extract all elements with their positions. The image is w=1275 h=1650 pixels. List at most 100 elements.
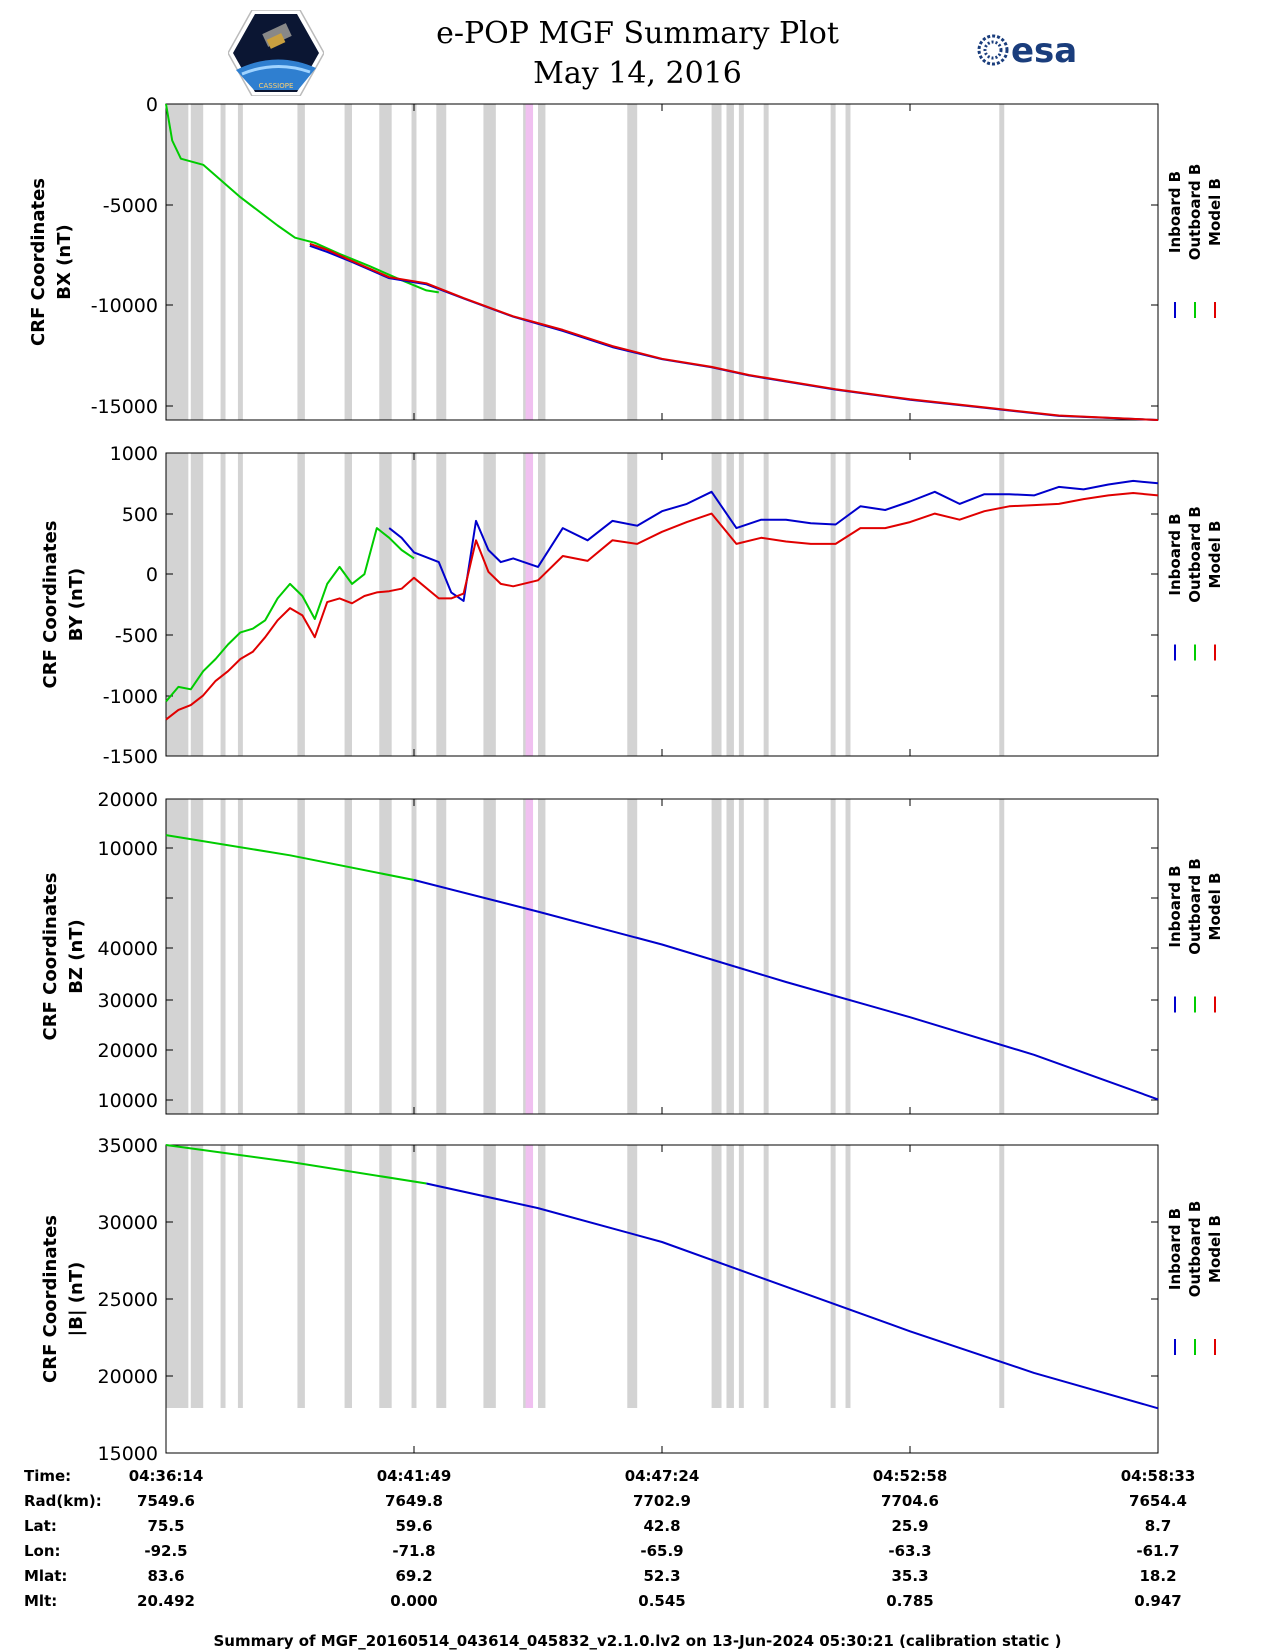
ephemeris-cell: 04:58:33 — [1120, 1467, 1196, 1485]
ephemeris-cell: 20.492 — [137, 1592, 195, 1610]
data-gap-band — [738, 453, 744, 756]
series-line-inboard-b — [426, 1182, 1159, 1410]
data-gap-band — [627, 1145, 638, 1408]
esa-logo-text: esa — [1011, 31, 1077, 70]
data-gap-band — [411, 1145, 417, 1408]
data-gap-band — [297, 799, 305, 1114]
ephemeris-cell: -71.8 — [392, 1542, 436, 1560]
y-tick-label: 15000 — [98, 1443, 158, 1465]
data-gap-band — [538, 453, 546, 756]
svg-text:CASSIOPE: CASSIOPE — [259, 82, 294, 90]
ephemeris-row-label: Mlat: — [24, 1567, 68, 1585]
y-tick-label: 20000 — [98, 1366, 158, 1388]
data-gap-band — [763, 453, 769, 756]
data-gap-band — [763, 104, 769, 420]
data-gap-band — [738, 104, 744, 420]
legend-model-label: Model B — [1206, 1215, 1224, 1283]
ephemeris-row-label: Mlt: — [24, 1592, 58, 1610]
ephemeris-cell: 7702.9 — [633, 1492, 691, 1510]
legend-outboard-label: Outboard B — [1186, 506, 1204, 603]
data-gap-band — [411, 104, 417, 420]
y-axis-label-units: |B| (nT) — [66, 1262, 87, 1337]
data-gap-band — [220, 104, 226, 420]
y-tick-label: 0 — [146, 564, 158, 586]
data-gap-band — [483, 104, 496, 420]
y-tick-label: -15000 — [91, 396, 158, 418]
data-gap-band — [538, 1145, 546, 1408]
panel-frame — [165, 798, 1159, 1115]
data-gap-band — [436, 1145, 447, 1408]
ephemeris-row-label: Rad(km): — [24, 1492, 102, 1510]
ephemeris-cell: -63.3 — [888, 1542, 932, 1560]
event-band — [525, 453, 534, 756]
ephemeris-cell: -92.5 — [144, 1542, 188, 1560]
data-gap-band — [166, 799, 189, 1114]
ephemeris-cell: 04:36:14 — [128, 1467, 204, 1485]
ephemeris-cell: 42.8 — [643, 1517, 681, 1535]
data-gap-band — [220, 453, 226, 756]
event-band — [525, 104, 534, 420]
ephemeris-cell: 7649.8 — [385, 1492, 443, 1510]
y-tick-label: 30000 — [98, 1212, 158, 1234]
ephemeris-cell: 8.7 — [1144, 1517, 1172, 1535]
y-axis-label: CRF Coordinates — [40, 1215, 61, 1383]
legend-model-label: Model B — [1206, 178, 1224, 246]
series-line-inboard-b — [388, 479, 1159, 602]
y-tick-label: 30000 — [98, 990, 158, 1012]
data-gap-band — [411, 799, 417, 1114]
plot-title: e-POP MGF Summary Plot — [436, 16, 839, 51]
ephemeris-cell: 0.947 — [1134, 1592, 1182, 1610]
y-tick-label: -500 — [115, 625, 158, 647]
ephemeris-cell: 75.5 — [147, 1517, 185, 1535]
ephemeris-cell: 04:52:58 — [872, 1467, 948, 1485]
ephemeris-cell: -65.9 — [640, 1542, 684, 1560]
data-gap-band — [726, 1145, 734, 1408]
data-gap-band — [763, 1145, 769, 1408]
data-gap-band — [726, 104, 734, 420]
data-gap-band — [344, 104, 352, 420]
ephemeris-cell: 0.785 — [886, 1592, 934, 1610]
data-gap-band — [627, 453, 638, 756]
plot-date: May 14, 2016 — [533, 56, 742, 91]
data-gap-band — [999, 104, 1005, 420]
ephemeris-cell: 7654.4 — [1129, 1492, 1187, 1510]
data-gap-band — [999, 453, 1005, 756]
data-gap-band — [220, 1145, 226, 1408]
y-tick-label: 25000 — [98, 1289, 158, 1311]
y-tick-label: 500 — [122, 504, 158, 526]
y-tick-label: 40000 — [98, 938, 158, 960]
ephemeris-cell: 35.3 — [891, 1567, 929, 1585]
y-tick-label: -1500 — [103, 746, 158, 768]
ephemeris-row-label: Lon: — [24, 1542, 61, 1560]
data-gap-band — [711, 1145, 722, 1408]
data-gap-band — [763, 799, 769, 1114]
data-gap-band — [237, 104, 243, 420]
data-gap-band — [538, 799, 546, 1114]
data-gap-band — [190, 799, 204, 1114]
ephemeris-row-label: Lat: — [24, 1517, 57, 1535]
legend-inboard-label: Inboard B — [1166, 1208, 1184, 1290]
data-gap-band — [297, 453, 305, 756]
y-axis-label: CRF Coordinates — [40, 873, 61, 1041]
y-tick-label: 20000 — [98, 789, 158, 811]
data-gap-band — [738, 799, 744, 1114]
data-gap-band — [830, 104, 836, 420]
y-tick-label: 0 — [146, 94, 158, 116]
panel-2: 1000 500 0 -500 -1000 -1500 CRF Coordinates BY … — [40, 443, 1224, 768]
ephemeris-row-label: Time: — [24, 1467, 72, 1485]
y-tick-label: -10000 — [91, 295, 158, 317]
data-gap-band — [344, 1145, 352, 1408]
event-band — [525, 1145, 534, 1408]
data-gap-band — [483, 453, 496, 756]
panel-frame — [165, 1144, 1159, 1454]
data-gap-band — [830, 799, 836, 1114]
data-gap-band — [166, 453, 189, 756]
footer-summary: Summary of MGF_20160514_043614_045832_v2… — [213, 1632, 1062, 1650]
data-gap-band — [237, 453, 243, 756]
data-gap-band — [297, 1145, 305, 1408]
data-gap-band — [627, 799, 638, 1114]
y-tick-label: 1000 — [110, 443, 158, 465]
data-gap-band — [436, 104, 447, 420]
data-gap-band — [344, 799, 352, 1114]
